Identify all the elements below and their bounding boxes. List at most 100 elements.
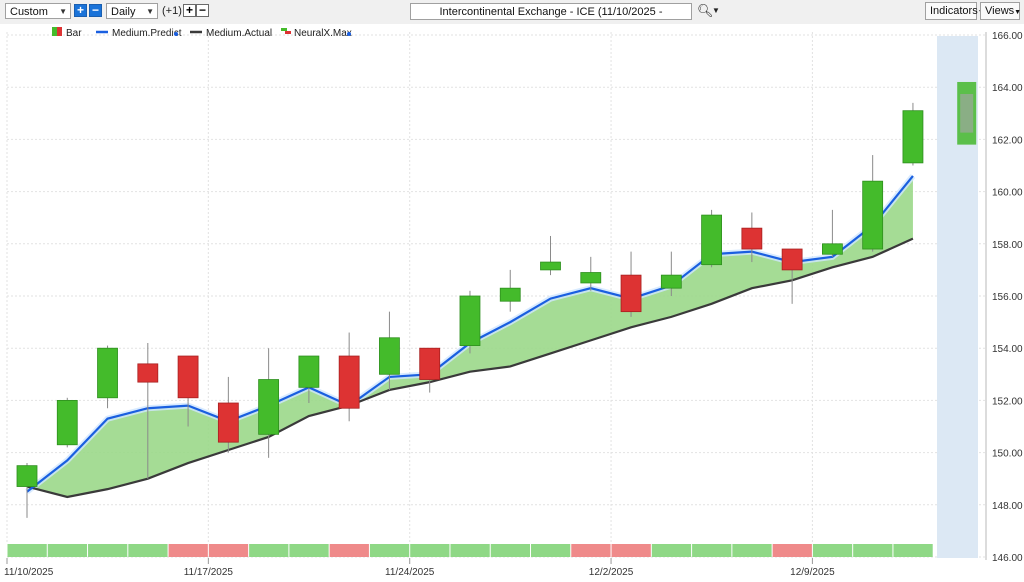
y-axis: 146.00 148.00 150.00 152.00 154.00 156.00 158.… (992, 31, 1023, 564)
price-chart[interactable]: 146.00 148.00 150.00 152.00 154.00 156.00 158.… (0, 24, 1024, 582)
candle-body (258, 379, 280, 435)
x-tick-label: 12/9/2025 (790, 567, 835, 578)
x-tick-label: 11/10/2025 (4, 567, 54, 578)
offset-increase-button[interactable]: + (183, 4, 196, 17)
chevron-down-icon: ▼ (146, 7, 154, 16)
offset-decrease-button[interactable]: − (196, 4, 209, 17)
neuralx-signal-cell (208, 544, 249, 557)
candle-body (499, 287, 521, 302)
neuralx-signal-cell (128, 544, 168, 557)
candle-body (459, 295, 481, 346)
y-tick-label: 146.00 (992, 553, 1023, 564)
views-label: Views (985, 5, 1015, 17)
views-button[interactable]: Views▼ (980, 2, 1022, 20)
y-tick-label: 150.00 (992, 449, 1023, 460)
candle-body (137, 363, 159, 383)
forecast-bar-core (960, 93, 974, 133)
neuralx-signal-cell (329, 544, 369, 557)
y-tick-label: 156.00 (992, 292, 1023, 303)
y-tick-label: 160.00 (992, 188, 1023, 199)
neuralx-signal-cell (732, 544, 772, 557)
legend-label: Bar (66, 28, 82, 39)
neuralx-signal-cell (369, 544, 410, 557)
candle-body (419, 347, 441, 380)
neuralx-icon-down (285, 31, 291, 34)
legend-label: Medium.Actual (206, 28, 272, 39)
candle-body (16, 465, 38, 487)
neuralx-signal-cell (88, 544, 128, 557)
predict-actual-fill (27, 175, 913, 497)
x-tick-label: 11/24/2025 (385, 567, 435, 578)
neuralx-signal-cell (812, 544, 853, 557)
neuralx-signal-cell (249, 544, 289, 557)
neuralx-signal-cell (571, 544, 611, 557)
chevron-down-icon: ▼ (1014, 9, 1022, 16)
chart-background (0, 24, 1024, 582)
y-tick-label: 166.00 (992, 31, 1023, 42)
neuralx-signal-cell (853, 544, 893, 557)
candle-body (701, 214, 722, 266)
interval-select[interactable]: Daily ▼ (106, 3, 158, 19)
legend: Bar Medium.Predict Medium.Actual NeuralX.Ma… (52, 27, 352, 39)
neuralx-signal-cell (289, 544, 329, 557)
zoom-in-button[interactable]: + (74, 4, 87, 17)
toolbar: Custom ▼ + − Daily ▼ (+1) + − Interconti… (0, 0, 1024, 35)
y-tick-label: 152.00 (992, 396, 1023, 407)
y-tick-label: 162.00 (992, 135, 1023, 146)
legend-dot (174, 32, 178, 36)
candle-body (580, 272, 602, 284)
candle-body (177, 355, 199, 399)
neuralx-signal-cell (651, 544, 692, 557)
candle-body (902, 110, 924, 164)
y-tick-label: 154.00 (992, 344, 1023, 355)
neuralx-signal-cell (893, 544, 933, 557)
candle-body (379, 337, 400, 375)
neuralx-signal-cell (7, 544, 47, 557)
candle-body (97, 347, 118, 399)
y-tick-label: 158.00 (992, 240, 1023, 251)
indicators-button[interactable]: Indicators▼ (925, 2, 985, 20)
candle-body (56, 399, 78, 446)
period-select-value: Custom (10, 6, 48, 18)
neuralx-signal-cell (450, 544, 490, 557)
period-select[interactable]: Custom ▼ (5, 3, 71, 19)
neuralx-signal-cell (410, 544, 450, 557)
legend-dot (347, 32, 351, 36)
candle-body (217, 402, 239, 443)
neuralx-signal-cell (47, 544, 88, 557)
magnifier-icon[interactable]: 🔍︎ (697, 3, 714, 18)
interval-select-value: Daily (111, 6, 136, 18)
neuralx-signal-cell (168, 544, 208, 557)
neuralx-signal-cell (611, 544, 651, 557)
medium-actual-line (26, 237, 914, 499)
offset-label: (+1) (162, 5, 182, 17)
neuralx-strip (7, 544, 933, 557)
candle-body (298, 355, 320, 388)
candle-body (862, 180, 884, 250)
neuralx-signal-cell (490, 544, 531, 557)
neuralx-signal-cell (772, 544, 812, 557)
x-tick-label: 12/2/2025 (589, 567, 634, 578)
legend-label: Medium.Predict (112, 28, 182, 39)
chevron-down-icon: ▼ (59, 7, 67, 16)
zoom-out-button[interactable]: − (89, 4, 102, 17)
neuralx-icon (281, 28, 287, 31)
x-axis: 11/10/2025 11/17/2025 11/24/2025 12/2/2025 1… (4, 558, 835, 578)
chevron-down-icon[interactable]: ▼ (712, 6, 720, 15)
neuralx-signal-cell (531, 544, 571, 557)
y-tick-label: 148.00 (992, 501, 1023, 512)
x-tick-label: 11/17/2025 (184, 567, 234, 578)
neuralx-signal-cell (692, 544, 732, 557)
y-tick-label: 164.00 (992, 83, 1023, 94)
bar-icon-down (57, 27, 62, 36)
candle-body (741, 227, 763, 250)
legend-label: NeuralX.Max (294, 28, 352, 39)
candle-body (660, 274, 682, 289)
bar-icon (52, 27, 57, 36)
candles (16, 81, 977, 518)
candle-body (781, 248, 803, 271)
candle-body (540, 261, 561, 271)
indicators-label: Indicators (930, 5, 978, 17)
chart-title-field[interactable]: Intercontinental Exchange - ICE (11/10/2… (410, 3, 692, 35)
candle-body (338, 355, 360, 409)
